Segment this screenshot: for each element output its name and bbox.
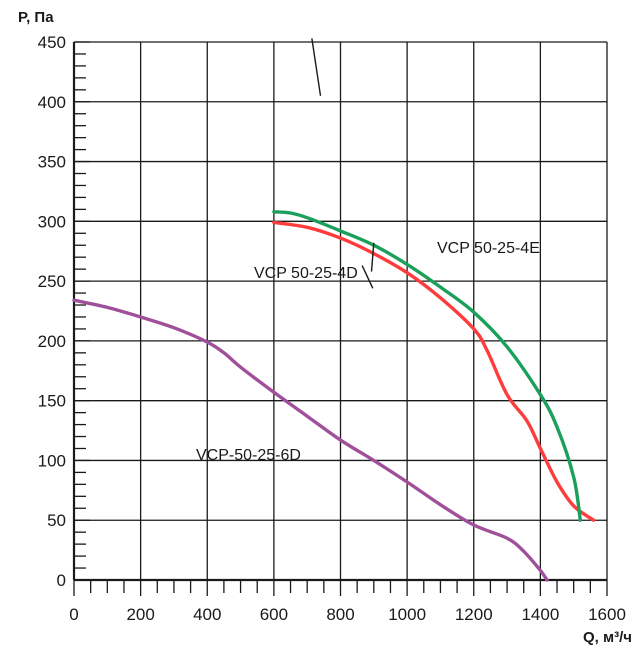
label-leaders	[311, 38, 375, 289]
grid	[72, 41, 608, 582]
tick-labels: 0 200 400 600 800 1000 1200 1400 1600 0 50 100 150 20…	[38, 33, 626, 624]
x-tick-label: 0	[69, 605, 78, 624]
label-leader-3	[311, 38, 322, 96]
series-layer	[72, 210, 596, 582]
x-tick-label: 200	[126, 605, 154, 624]
series-line-1	[272, 210, 582, 522]
series-line-3	[72, 298, 549, 582]
x-tick-label: 1400	[521, 605, 559, 624]
label-leader-1	[361, 265, 374, 289]
series-label-4d: VCP 50-25-4D	[254, 265, 358, 282]
minor-ticks	[73, 41, 608, 596]
y-tick-label: 400	[38, 93, 66, 112]
x-tick-label: 800	[326, 605, 354, 624]
x-tick-label: 1200	[455, 605, 493, 624]
x-tick-label: 1600	[588, 605, 626, 624]
x-tick-label: 400	[193, 605, 221, 624]
y-axis-title: P, Па	[18, 9, 54, 26]
y-tick-label: 0	[57, 571, 66, 590]
y-tick-label: 450	[38, 33, 66, 52]
y-tick-label: 300	[38, 212, 66, 231]
series-label-4e: VCP 50-25-4E	[437, 240, 540, 257]
label-leader-2	[370, 242, 375, 272]
y-tick-label: 250	[38, 272, 66, 291]
y-tick-label: 50	[47, 511, 66, 530]
y-tick-label: 150	[38, 392, 66, 411]
x-tick-label: 1000	[388, 605, 426, 624]
x-axis-title: Q, м³/ч	[583, 629, 632, 646]
series-label-6d: VCP-50-25-6D	[196, 447, 301, 464]
x-tick-label: 600	[260, 605, 288, 624]
y-tick-label: 350	[38, 153, 66, 172]
series-line-2	[272, 220, 596, 522]
y-tick-label: 100	[38, 451, 66, 470]
y-tick-label: 200	[38, 332, 66, 351]
